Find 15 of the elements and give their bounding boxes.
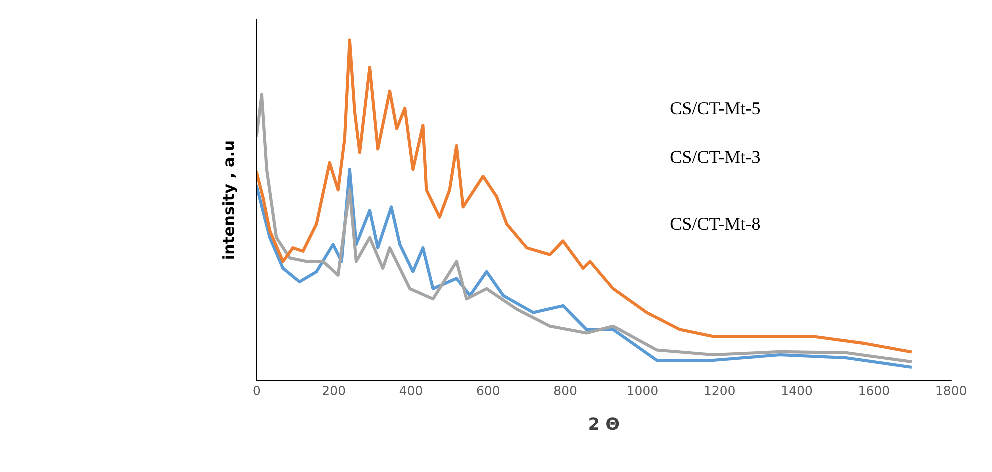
- x-tick-label: 400: [400, 386, 422, 396]
- x-tick-label: 1400: [782, 386, 812, 396]
- x-axis-title: 2 Θ: [590, 418, 620, 430]
- x-tick-label: 800: [554, 386, 577, 396]
- x-tick-label: 0: [254, 386, 260, 396]
- y-axis-title: intensity , a.u: [222, 142, 238, 259]
- x-tick-label: 600: [477, 386, 500, 396]
- annotation: CS/CT-Mt-8: [670, 218, 760, 230]
- annotation: CS/CT-Mt-5: [670, 102, 760, 115]
- x-tick-label: 1600: [860, 386, 890, 396]
- x-tick-label: 1000: [628, 386, 658, 396]
- annotation: CS/CT-Mt-3: [670, 151, 760, 164]
- x-tick-label: 1200: [705, 386, 735, 396]
- x-tick-label: 200: [323, 386, 346, 396]
- x-tick-label: 1800: [936, 386, 966, 396]
